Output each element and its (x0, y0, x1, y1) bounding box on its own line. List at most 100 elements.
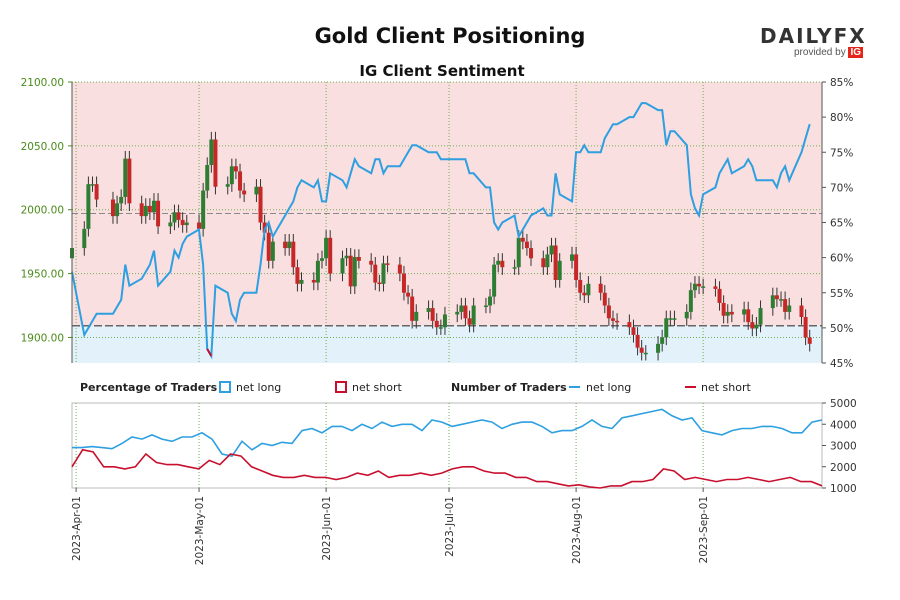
candle-body-105 (684, 311, 689, 319)
right-tick-label-2: 55% (830, 288, 853, 300)
traders-tick-label-4: 5000 (830, 398, 857, 410)
candle-body-50 (369, 260, 374, 265)
candle-body-36 (287, 241, 292, 249)
candle-body-108 (697, 283, 702, 287)
candle-body-3 (90, 184, 95, 186)
candle-body-57 (406, 292, 411, 297)
x-tick-label-3: 2023-Jul-01 (444, 496, 456, 557)
candle-body-5 (110, 199, 115, 217)
candle-body-117 (750, 322, 755, 329)
left-tick-label-0: 1900.00 (21, 332, 64, 344)
short-zone-fill (72, 82, 822, 326)
ig-badge: IG (848, 47, 864, 58)
candle-body-89 (586, 283, 591, 296)
candle-body-54 (385, 263, 390, 265)
candle-body-55 (397, 264, 402, 274)
candle-body-107 (692, 283, 697, 291)
candle-body-98 (639, 347, 644, 353)
candle-body-11 (143, 205, 148, 217)
legend-pct-long: net long (236, 381, 281, 394)
candle-body-109 (701, 286, 706, 288)
candle-body-121 (774, 295, 779, 300)
candle-body-90 (598, 283, 603, 293)
candle-body-119 (758, 308, 763, 325)
legend-pct-long-swatch (219, 381, 231, 393)
candle-body-10 (139, 203, 144, 217)
candle-body-9 (127, 158, 132, 204)
candle-body-85 (570, 254, 574, 261)
candle-body-83 (553, 245, 558, 280)
candle-body-94 (615, 320, 620, 323)
candle-body-18 (180, 219, 185, 226)
left-price-axis: 1900.00 1950.00 2000.00 2050.00 2100.00 (21, 77, 73, 363)
legend-pct-short: net short (352, 381, 403, 394)
candle-body-44 (328, 237, 333, 274)
candle-body-95 (627, 322, 632, 328)
candle-body-8 (123, 158, 128, 197)
main-plot-background (72, 82, 822, 363)
candle-body-78 (524, 241, 529, 249)
legend-num-short: net short (701, 381, 752, 394)
candle-body-19 (184, 222, 189, 226)
candle-body-126 (803, 317, 808, 338)
candle-body-87 (578, 279, 583, 293)
left-tick-label-4: 2100.00 (21, 77, 64, 89)
logo-provided-by: provided by IG (794, 47, 870, 58)
left-tick-label-2: 2000.00 (21, 205, 64, 217)
candle-body-24 (213, 139, 218, 187)
candle-body-106 (688, 290, 693, 312)
x-tick-label-0: 2023-Apr-01 (71, 496, 83, 561)
candle-body-76 (516, 237, 521, 268)
candle-body-12 (147, 205, 152, 213)
candle-body-66 (459, 305, 464, 312)
candle-body-26 (229, 166, 234, 185)
legend-pct-title: Percentage of Traders (80, 381, 218, 394)
candle-body-114 (729, 311, 734, 315)
candle-body-59 (414, 311, 419, 321)
net-long-pct-line (71, 102, 811, 360)
legend-num-long: net long (586, 381, 631, 394)
candle-body-81 (545, 254, 550, 268)
candle-body-20 (197, 222, 202, 229)
candle-body-28 (238, 171, 243, 191)
candle-body-38 (295, 267, 300, 284)
candle-body-111 (717, 288, 722, 303)
candle-body-112 (721, 302, 726, 316)
candle-body-101 (660, 337, 665, 344)
candle-body-104 (672, 318, 677, 320)
legend-num-title: Number of Traders (451, 381, 567, 394)
traders-tick-label-3: 4000 (830, 419, 857, 431)
candle-body-33 (266, 232, 271, 261)
right-tick-label-8: 85% (830, 77, 853, 89)
candle-body-2 (86, 184, 91, 229)
x-tick-label-4: 2023-Aug-01 (571, 496, 583, 564)
candle-body-64 (442, 314, 447, 328)
candle-body-116 (746, 309, 751, 323)
percentage-lines (71, 102, 811, 360)
candle-body-110 (713, 286, 718, 289)
candle-body-113 (725, 311, 730, 316)
candle-body-71 (488, 296, 493, 306)
left-tick-label-3: 2050.00 (21, 141, 64, 153)
candle-body-34 (270, 241, 275, 261)
candle-body-67 (463, 305, 468, 319)
x-tick-label-2: 2023-Jun-01 (321, 496, 333, 561)
candle-body-58 (410, 296, 415, 321)
candle-body-102 (664, 318, 669, 338)
candle-body-86 (574, 254, 579, 280)
candle-body-47 (348, 255, 353, 287)
candle-body-4 (94, 184, 99, 200)
candle-body-82 (549, 245, 554, 255)
candle-body-100 (656, 343, 661, 353)
traders-tick-label-1: 2000 (830, 462, 857, 474)
candle-body-123 (783, 299, 788, 312)
traders-panel-frame (71, 402, 823, 489)
candle-body-92 (606, 305, 611, 319)
candle-body-35 (283, 241, 288, 249)
candle-body-84 (557, 260, 562, 280)
candle-body-60 (426, 308, 431, 312)
right-tick-label-4: 65% (830, 218, 853, 230)
legend-pct-short-swatch (335, 381, 347, 393)
candle-body-97 (635, 334, 640, 348)
candle-body-72 (492, 264, 497, 297)
